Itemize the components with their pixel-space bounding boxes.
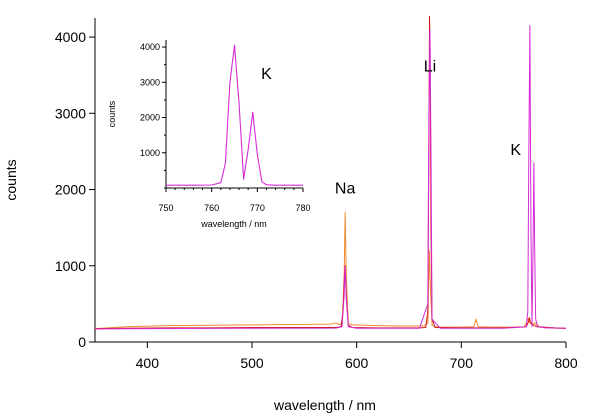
series-line-2	[94, 15, 567, 330]
inset-y-tick-label: 4000	[140, 42, 160, 52]
series-line-1	[94, 211, 567, 330]
series-line-3	[94, 25, 567, 330]
x-tick-label: 800	[554, 355, 578, 371]
inset-y-axis-title: counts	[107, 100, 117, 127]
inset-axes: 750 760 770 780 1000 2000 3000 4000	[140, 40, 311, 213]
inset-y-tick-label: 2000	[140, 113, 160, 123]
inset-annotation-k: K	[261, 66, 272, 83]
annotation-li: Li	[424, 58, 436, 75]
inset-y-tick-label: 3000	[140, 77, 160, 87]
x-tick-label: 500	[240, 355, 264, 371]
y-tick-label: 2000	[55, 182, 86, 198]
annotation-k: K	[510, 142, 521, 159]
inset-x-tick-label: 770	[250, 203, 265, 213]
y-tick-label: 0	[78, 334, 86, 350]
inset-series-line-1	[166, 44, 303, 186]
main-annotations: Na Li K	[335, 58, 521, 197]
x-tick-label: 400	[136, 355, 160, 371]
x-axis-title: wavelength / nm	[273, 397, 376, 413]
inset-x-axis-title: wavelength / nm	[200, 219, 267, 229]
x-tick-label: 700	[450, 355, 474, 371]
inset-series-group	[166, 44, 303, 186]
inset-x-tick-label: 780	[295, 203, 310, 213]
y-tick-label: 3000	[55, 105, 86, 121]
y-axis-title: counts	[3, 159, 19, 200]
inset-x-tick-label: 750	[158, 203, 173, 213]
annotation-na: Na	[335, 180, 356, 197]
x-tick-label: 600	[345, 355, 369, 371]
inset-chart: 750 760 770 780 1000 2000 3000 4000 K wavelengt…	[107, 40, 311, 229]
inset-y-tick-label: 1000	[140, 148, 160, 158]
main-axes: 400 500 600 700 800 0 1000 2000 3000 4000	[55, 18, 578, 371]
inset-annotations: K	[261, 66, 272, 83]
y-tick-label: 4000	[55, 29, 86, 45]
y-tick-label: 1000	[55, 258, 86, 274]
main-series-group	[94, 15, 567, 330]
inset-x-tick-label: 760	[204, 203, 219, 213]
